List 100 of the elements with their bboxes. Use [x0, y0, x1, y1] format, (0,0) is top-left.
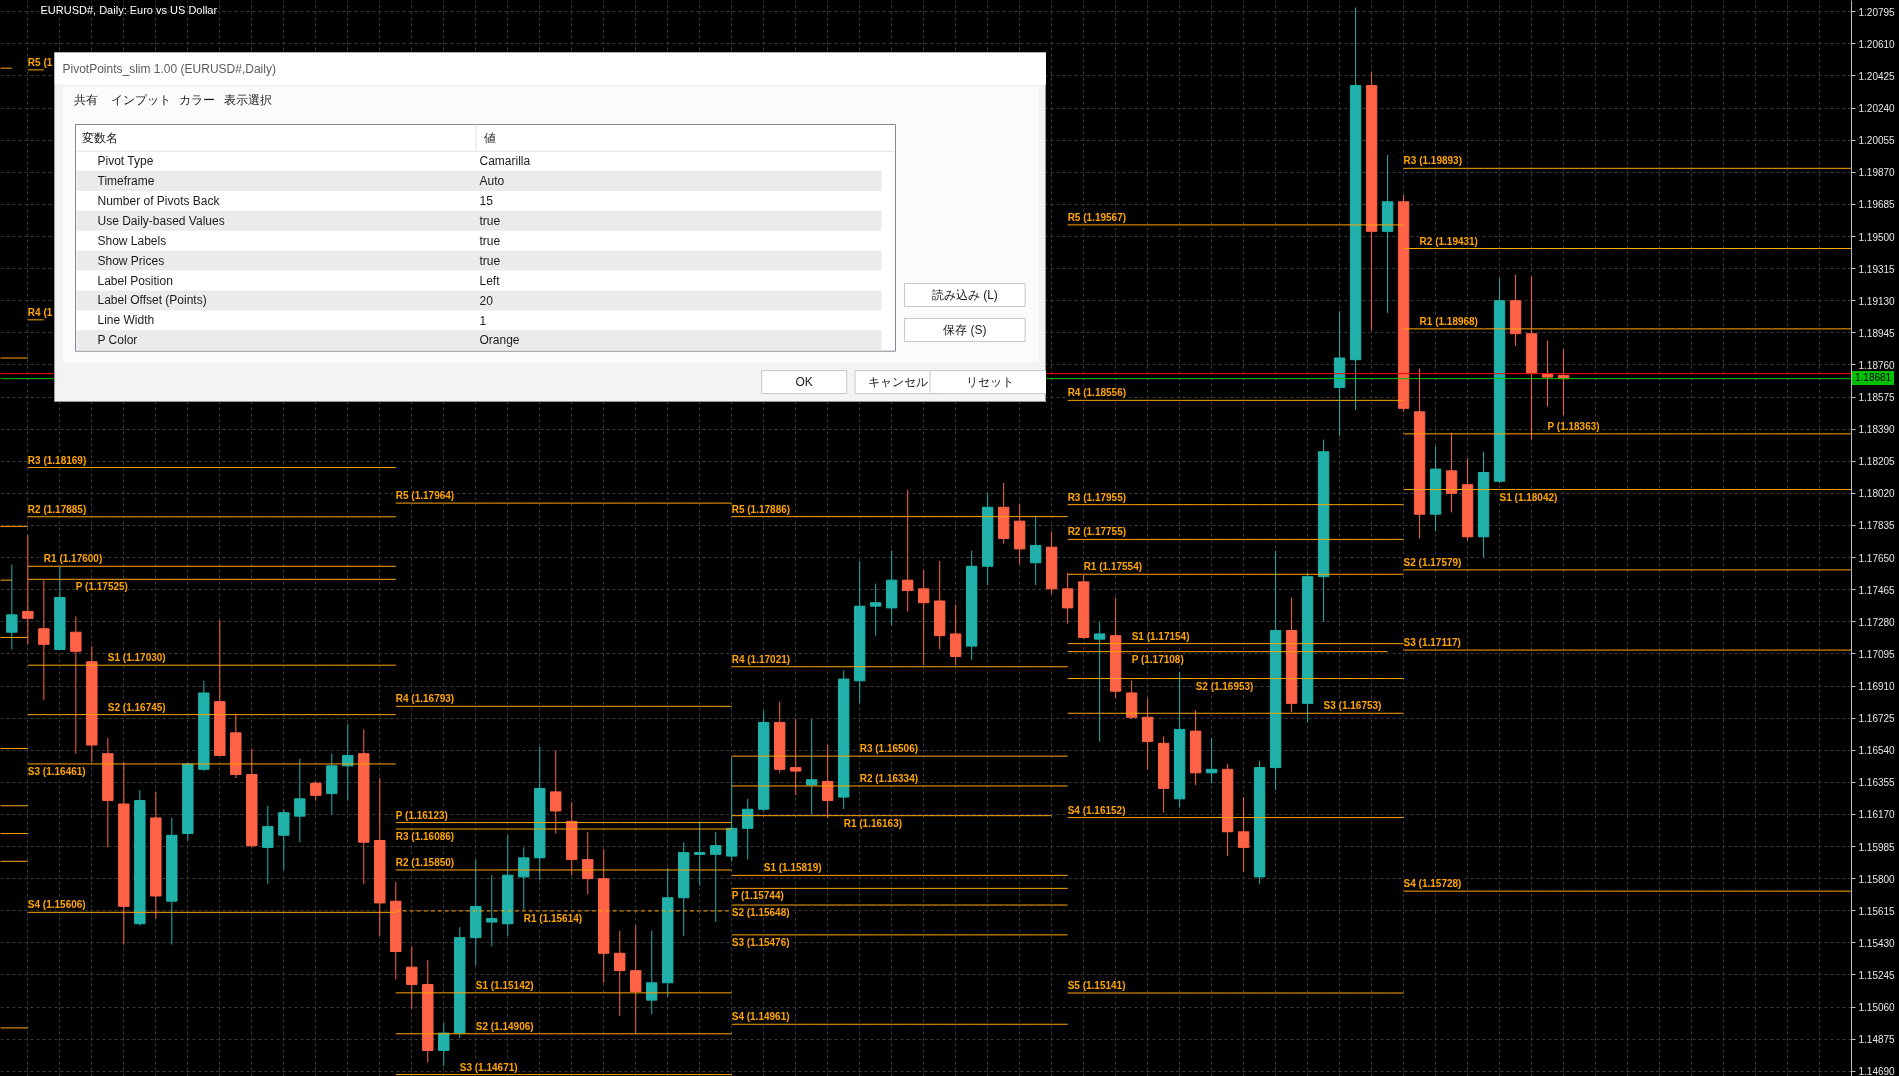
- y-tick-label: 1.16540: [1858, 745, 1896, 757]
- series-label: R4 (1.18556): [1067, 387, 1127, 399]
- series-label: P (1.17108): [1131, 653, 1184, 665]
- annotation: Camarilla: [479, 154, 531, 169]
- annotation: Label Offset (Points): [97, 293, 207, 308]
- series-label: P (1.18363): [1547, 420, 1600, 432]
- annotation: Orange: [479, 333, 520, 348]
- annotation: 15: [479, 194, 494, 209]
- y-tick-label: 1.20610: [1858, 38, 1896, 50]
- annotation: Pivot Type: [97, 154, 154, 169]
- y-tick-label: 1.15245: [1858, 969, 1896, 981]
- y-tick-label: 1.19685: [1858, 199, 1896, 211]
- y-tick-label: 1.18945: [1858, 327, 1896, 339]
- annotation: OK: [795, 375, 813, 390]
- annotation: Show Labels: [97, 233, 167, 248]
- series-label: R5 (1.19567): [1067, 211, 1127, 223]
- series-label: R5 (1: [27, 56, 53, 68]
- annotation: 値: [484, 130, 496, 145]
- series-label: S1 (1.17030): [107, 652, 166, 664]
- y-tick-label: 1.20055: [1858, 135, 1896, 147]
- series-label: S2 (1.15648): [731, 907, 790, 919]
- series-label: R3 (1.17955): [1067, 491, 1127, 503]
- y-tick-label: 1.20795: [1858, 6, 1896, 18]
- series-label: R3 (1.16506): [859, 743, 919, 755]
- series-label: S3 (1.16753): [1323, 700, 1382, 712]
- series-label: P (1.15744): [731, 890, 784, 902]
- y-tick-label: 1.19500: [1858, 231, 1896, 243]
- annotation: P Color: [97, 333, 138, 348]
- series-label: S3 (1.15476): [731, 936, 790, 948]
- y-tick-label: 1.16725: [1858, 713, 1896, 725]
- y-tick-label: 1.16170: [1858, 809, 1896, 821]
- y-tick-label: 1.15800: [1858, 873, 1896, 885]
- y-tick-label: 1.19870: [1858, 167, 1896, 179]
- y-tick-label: 1.18205: [1858, 456, 1896, 468]
- y-tick-label: 1.19315: [1858, 263, 1896, 275]
- series-label: P (1.17525): [75, 581, 128, 593]
- series-label: S2 (1.14906): [475, 1020, 534, 1032]
- annotation: Use Daily-based Values: [97, 213, 225, 228]
- series-label: R1 (1.16163): [843, 817, 903, 829]
- series-label: R5 (1.17886): [731, 503, 791, 515]
- y-tick-label: 1.16355: [1858, 777, 1896, 789]
- series-label: S2 (1.17579): [1403, 556, 1462, 568]
- y-tick-label: 1.18575: [1858, 392, 1896, 404]
- annotation: Label Position: [97, 273, 173, 288]
- y-tick-label: 1.16910: [1858, 681, 1896, 693]
- series-label: R2 (1.16334): [859, 772, 919, 784]
- annotation: インプット: [110, 92, 171, 107]
- annotation: カラー: [178, 92, 215, 107]
- y-tick-label: 1.17835: [1858, 520, 1896, 532]
- series-label: S3 (1.17117): [1403, 637, 1461, 649]
- series-label: R3 (1.16086): [395, 831, 455, 843]
- series-label: S2 (1.16745): [107, 701, 166, 713]
- series-label: R1 (1.17600): [43, 553, 103, 565]
- annotation: 保存 (S): [943, 323, 987, 337]
- y-tick-label: 1.20240: [1858, 103, 1896, 115]
- y-tick-label: 1.17465: [1858, 584, 1896, 596]
- series-label: R2 (1.19431): [1419, 235, 1478, 247]
- annotation: キャンセル: [867, 375, 928, 390]
- annotation: 1: [479, 313, 487, 328]
- series-label: S3 (1.14671): [459, 1061, 518, 1073]
- annotation: 20: [479, 293, 494, 308]
- ref-line-label: 1.18681: [1852, 371, 1895, 385]
- series-label: P (1.16123): [395, 809, 448, 821]
- annotation: 読み込み (L): [931, 288, 998, 302]
- annotation: true: [479, 213, 501, 228]
- series-label: S4 (1.15606): [27, 899, 86, 911]
- series-label: R3 (1.19893): [1403, 155, 1462, 167]
- annotation: Show Prices: [97, 253, 165, 268]
- series-label: R1 (1.17554): [1083, 561, 1143, 573]
- y-tick-label: 1.15985: [1858, 841, 1896, 853]
- annotation: true: [479, 253, 501, 268]
- series-label: S1 (1.15819): [763, 862, 822, 874]
- y-tick-label: 1.15060: [1858, 1002, 1896, 1014]
- series-label: S1 (1.15142): [475, 979, 534, 991]
- y-tick-label: 1.18390: [1858, 424, 1896, 436]
- series-label: S4 (1.15728): [1403, 878, 1462, 890]
- series-label: S1 (1.17154): [1131, 630, 1190, 642]
- series-label: R4 (1.16793): [395, 693, 455, 705]
- y-tick-label: 1.14690: [1858, 1066, 1896, 1076]
- series-label: R2 (1.15850): [395, 856, 455, 868]
- annotation: 共有: [73, 92, 98, 107]
- annotation: 表示選択: [223, 92, 272, 107]
- series-label: S3 (1.16461): [27, 765, 86, 777]
- annotation: true: [479, 233, 501, 248]
- y-tick-label: 1.15430: [1858, 937, 1896, 949]
- series-label: S2 (1.16953): [1195, 680, 1254, 692]
- y-tick-label: 1.19130: [1858, 295, 1896, 307]
- series-label: R2 (1.17885): [27, 503, 87, 515]
- series-label: S5 (1.15141): [1067, 980, 1126, 992]
- y-tick-label: 1.17650: [1858, 552, 1896, 564]
- y-tick-label: 1.15615: [1858, 905, 1896, 917]
- y-tick-label: 1.14875: [1858, 1034, 1896, 1046]
- series-label: R5 (1.17964): [395, 490, 455, 502]
- annotation: Left: [479, 273, 501, 288]
- series-label: S4 (1.14961): [731, 1011, 790, 1023]
- series-label: R1 (1.18968): [1419, 315, 1478, 327]
- text: PivotPoints_slim 1.00 (EURUSD#,Daily): [62, 61, 276, 76]
- y-tick-label: 1.18760: [1858, 359, 1896, 371]
- y-tick-label: 1.17095: [1858, 648, 1896, 660]
- chart-title: EURUSD#, Daily: Euro vs US Dollar: [40, 3, 218, 16]
